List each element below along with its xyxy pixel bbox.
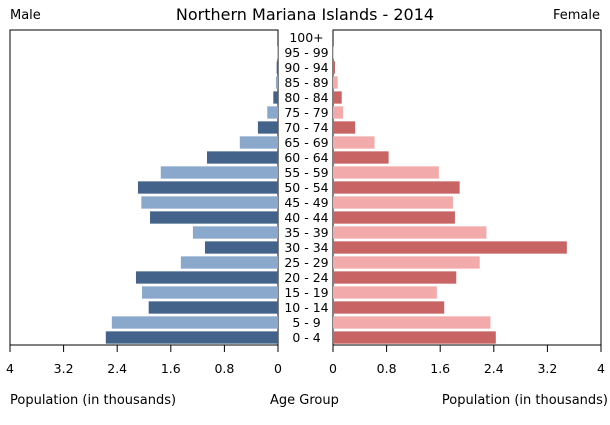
male-bar-3539 (192, 226, 278, 239)
male-bar-5559 (160, 166, 278, 179)
age-group-label: 30 - 34 (284, 240, 328, 255)
age-group-label: 5 - 9 (292, 315, 320, 330)
female-tick-label: 2.4 (484, 361, 504, 376)
female-bar-8589 (333, 76, 338, 89)
age-group-label: 85 - 89 (284, 75, 328, 90)
male-bar-9094 (276, 61, 278, 74)
age-group-label: 55 - 59 (284, 165, 328, 180)
chart-title: Northern Mariana Islands - 2014 (175, 5, 435, 24)
female-bar-2529 (333, 256, 480, 269)
x-axis-label-right: Population (in thousands) (441, 393, 608, 408)
male-tick-label: 1.6 (161, 361, 181, 376)
female-bar-3034 (333, 241, 567, 254)
female-bar-1014 (333, 301, 445, 314)
female-tick-label: 3.2 (537, 361, 557, 376)
age-group-label: 10 - 14 (284, 300, 328, 315)
female-tick-label: 1.6 (430, 361, 450, 376)
age-group-label: 25 - 29 (284, 255, 328, 270)
age-group-label: 65 - 69 (284, 135, 328, 150)
male-bar-9599 (277, 46, 278, 59)
male-bar-3034 (204, 241, 278, 254)
female-bar-4549 (333, 196, 453, 209)
age-group-label: 50 - 54 (284, 180, 328, 195)
female-bar-5559 (333, 166, 439, 179)
age-group-label: 0 - 4 (292, 330, 320, 345)
age-group-label: 75 - 79 (284, 105, 328, 120)
age-group-label: 60 - 64 (284, 150, 328, 165)
male-tick-label: 3.2 (54, 361, 74, 376)
male-bar-7579 (267, 106, 278, 119)
female-bar-04 (333, 331, 496, 344)
male-bar-4549 (141, 196, 278, 209)
female-tick-label: 4 (597, 361, 605, 376)
age-group-label: 90 - 94 (284, 60, 328, 75)
y-axis-label-center: Age Group (270, 393, 339, 408)
age-group-label: 15 - 19 (284, 285, 328, 300)
male-bar-7074 (257, 121, 278, 134)
female-bar-8084 (333, 91, 342, 104)
age-group-label: 20 - 24 (284, 270, 328, 285)
age-group-label: 45 - 49 (284, 195, 328, 210)
age-group-label: 95 - 99 (284, 45, 328, 60)
age-group-label: 70 - 74 (284, 120, 328, 135)
female-bar-59 (333, 316, 491, 329)
female-label: Female (552, 8, 600, 23)
age-group-label: 80 - 84 (284, 90, 328, 105)
female-bar-9599 (333, 46, 334, 59)
male-bar-1519 (141, 286, 278, 299)
female-bar-5054 (333, 181, 460, 194)
age-group-label: 100+ (289, 30, 323, 45)
female-bar-9094 (333, 61, 336, 74)
female-bar-7074 (333, 121, 356, 134)
male-label: Male (10, 8, 41, 23)
x-axis-label-left: Population (in thousands) (10, 393, 177, 408)
male-bar-6569 (239, 136, 278, 149)
age-group-label: 35 - 39 (284, 225, 328, 240)
male-tick-label: 0.8 (214, 361, 234, 376)
female-tick-label: 0.8 (377, 361, 397, 376)
male-bar-04 (105, 331, 278, 344)
male-tick-label: 4 (6, 361, 14, 376)
male-bar-4044 (150, 211, 278, 224)
male-tick-label: 0 (274, 361, 282, 376)
female-bar-2024 (333, 271, 457, 284)
age-group-label: 40 - 44 (284, 210, 328, 225)
male-bar-59 (111, 316, 278, 329)
male-bar-6064 (206, 151, 278, 164)
male-bar-8589 (275, 76, 278, 89)
female-bar-6569 (333, 136, 375, 149)
male-bar-2024 (135, 271, 278, 284)
female-bar-1519 (333, 286, 437, 299)
female-bar-7579 (333, 106, 344, 119)
female-bar-3539 (333, 226, 487, 239)
female-tick-label: 0 (329, 361, 337, 376)
male-bar-5054 (137, 181, 278, 194)
male-tick-label: 2.4 (107, 361, 127, 376)
male-bar-2529 (180, 256, 278, 269)
female-bar-4044 (333, 211, 455, 224)
male-bar-1014 (148, 301, 278, 314)
male-bar-8084 (273, 91, 278, 104)
female-bar-6064 (333, 151, 389, 164)
